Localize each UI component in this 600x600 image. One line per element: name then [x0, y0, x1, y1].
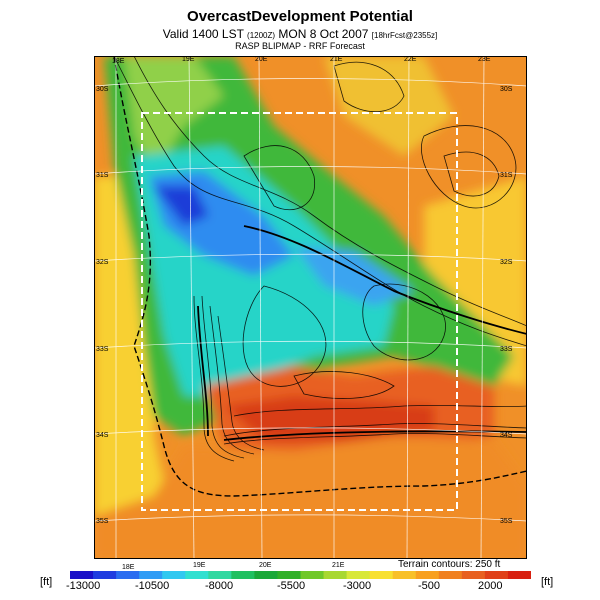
field-region-blue-east: [294, 246, 414, 306]
colorbar-swatch: [507, 571, 531, 579]
right-lat-label: 30S: [500, 86, 513, 93]
terrain-contour: [242, 285, 327, 387]
grid-parallel: [94, 166, 527, 175]
colorbar-tick-label: -13000: [66, 580, 101, 592]
colorbar-tick-label: -10500: [135, 580, 170, 592]
left-lat-label: 33S: [96, 346, 109, 353]
colorbar-tick-label: -5500: [277, 580, 306, 592]
right-lat-label: 35S: [500, 518, 513, 525]
terrain-contour-note: Terrain contours: 250 ft: [398, 559, 501, 570]
grid-parallel: [94, 427, 527, 435]
map-frame: [94, 56, 527, 559]
terrain-contour: [209, 305, 255, 455]
grid-meridian: [258, 56, 263, 559]
bottom-lon-label: 20E: [259, 562, 272, 569]
colorbar-swatch: [231, 571, 255, 579]
valid-time: Valid 1400 LST: [162, 27, 244, 41]
colorbar-tick-label: -8000: [205, 580, 234, 592]
colorbar-swatch: [369, 571, 394, 579]
colorbar-swatch: [438, 571, 463, 579]
terrain-contour: [133, 56, 527, 327]
terrain-contour: [113, 56, 527, 347]
colorbar-swatch: [139, 571, 163, 579]
terrain-contour: [293, 371, 395, 399]
colorbar: [70, 571, 531, 579]
field-region-lightgreen: [124, 56, 224, 176]
left-lat-label: 31S: [96, 172, 109, 179]
valid-utc: (1200Z): [247, 31, 276, 40]
colorbar-swatch: [323, 571, 348, 579]
terrain-contour: [443, 151, 500, 197]
field-region-blue-dark: [154, 186, 209, 226]
colorbar-unit-left: [ft]: [40, 576, 53, 588]
left-lat-label: 30S: [96, 86, 109, 93]
top-lon-label: 22E: [404, 56, 417, 63]
inner-domain-box: [141, 112, 458, 511]
grid-meridian: [188, 56, 195, 559]
top-lon-label: 21E: [330, 56, 343, 63]
grid-parallel: [94, 253, 527, 262]
terrain-contour: [362, 283, 446, 361]
terrain-contour-major: [197, 305, 209, 437]
terrain-contour: [223, 433, 527, 445]
grid-meridian: [480, 56, 485, 559]
coastline: [113, 56, 527, 497]
grid-parallel: [94, 514, 527, 522]
colorbar-swatch: [300, 571, 325, 579]
valid-time-line: Valid 1400 LST (1200Z) MON 8 Oct 2007 [1…: [0, 27, 600, 41]
field-region-south-coast: [94, 436, 527, 559]
terrain-contour: [333, 62, 405, 113]
bottom-lon-label: 18E: [122, 564, 135, 571]
grid-meridian: [406, 56, 410, 559]
terrain-contour: [223, 423, 527, 437]
terrain-contour: [217, 315, 265, 451]
colorbar-swatch: [70, 571, 94, 579]
forecast-subtitle: RASP BLIPMAP - RRF Forecast: [235, 41, 365, 51]
left-lat-label: 32S: [96, 259, 109, 266]
colorbar-swatch: [346, 571, 371, 579]
terrain-contour: [243, 145, 316, 211]
terrain-contour: [201, 295, 245, 459]
bottom-lon-label: 21E: [332, 562, 345, 569]
valid-date: MON 8 Oct 2007: [278, 27, 369, 41]
top-lon-label: 20E: [255, 56, 268, 63]
colorbar-tick-label: 2000: [478, 580, 503, 592]
terrain-contour-major: [243, 225, 527, 335]
grid-parallel: [94, 78, 527, 87]
left-lat-label: 35S: [96, 518, 109, 525]
terrain-contour: [233, 405, 527, 417]
colorbar-swatch: [93, 571, 117, 579]
colorbar-unit-right: [ft]: [541, 576, 554, 588]
right-lat-label: 32S: [500, 259, 513, 266]
forecast-hour: [18hrFcst@2355z]: [371, 31, 438, 40]
colorbar-swatch: [116, 571, 140, 579]
forecast-map: [94, 56, 527, 559]
colorbar-swatch: [254, 571, 278, 579]
colorbar-tick-label: -3000: [343, 580, 372, 592]
terrain-contour: [193, 295, 235, 462]
colorbar-swatch: [162, 571, 186, 579]
grid-parallel: [94, 340, 527, 349]
colorbar-swatch: [461, 571, 486, 579]
top-lon-label: 19E: [182, 56, 195, 63]
top-lon-label: 18E: [112, 58, 125, 65]
bottom-lon-label: 19E: [193, 562, 206, 569]
colorbar-tick-label: -500: [418, 580, 441, 592]
right-lat-label: 31S: [500, 172, 513, 179]
field-region-yellow-northeast: [324, 56, 454, 156]
colorbar-swatch: [185, 571, 209, 579]
top-lon-label: 23E: [478, 56, 491, 63]
left-lat-label: 34S: [96, 432, 109, 439]
colorbar-swatch: [484, 571, 509, 579]
colorbar-swatch: [392, 571, 417, 579]
colorbar-swatch: [208, 571, 232, 579]
right-lat-label: 34S: [500, 432, 513, 439]
colorbar-swatch: [277, 571, 301, 579]
colorbar-swatch: [415, 571, 440, 579]
terrain-contour: [421, 125, 517, 209]
right-lat-label: 33S: [500, 346, 513, 353]
chart-title: OvercastDevelopment Potential: [187, 8, 413, 25]
